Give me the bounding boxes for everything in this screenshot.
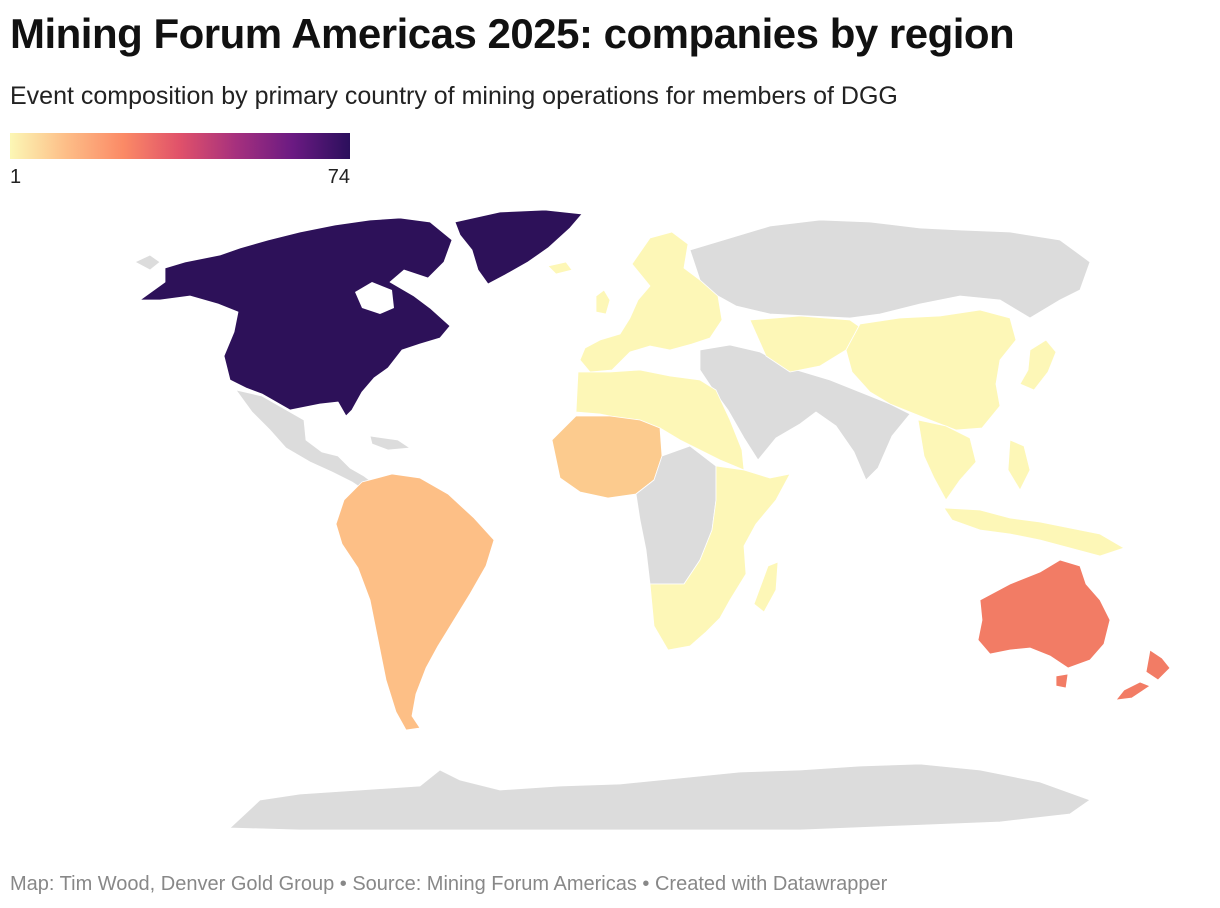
region-australia[interactable] bbox=[977, 559, 1111, 669]
region-china[interactable] bbox=[845, 309, 1017, 431]
color-legend: 1 74 bbox=[10, 133, 350, 190]
region-middle-east[interactable] bbox=[699, 344, 911, 481]
region-indonesia[interactable] bbox=[943, 507, 1125, 557]
region-south-america[interactable] bbox=[335, 473, 495, 731]
region-uk[interactable] bbox=[595, 289, 611, 315]
region-philippines[interactable] bbox=[1007, 439, 1031, 491]
legend-gradient-bar bbox=[10, 133, 350, 159]
region-russia[interactable] bbox=[689, 219, 1091, 319]
region-east-africa[interactable] bbox=[649, 465, 791, 651]
region-alaska-islands bbox=[134, 254, 161, 271]
region-iceland[interactable] bbox=[547, 261, 573, 275]
region-west-africa[interactable] bbox=[551, 415, 663, 499]
region-caribbean[interactable] bbox=[369, 435, 411, 451]
map-footer: Map: Tim Wood, Denver Gold Group • Sourc… bbox=[10, 873, 888, 895]
region-madagascar[interactable] bbox=[753, 561, 779, 613]
map-title: Mining Forum Americas 2025: companies by… bbox=[10, 10, 1015, 57]
world-map bbox=[134, 209, 1171, 831]
legend-max-label: 74 bbox=[327, 166, 350, 188]
region-tasmania[interactable] bbox=[1055, 673, 1069, 689]
map-subtitle: Event composition by primary country of … bbox=[10, 82, 898, 110]
region-europe[interactable] bbox=[579, 231, 723, 373]
region-japan[interactable] bbox=[1019, 339, 1057, 391]
legend-min-label: 1 bbox=[10, 166, 22, 188]
region-new-zealand[interactable] bbox=[1115, 649, 1171, 701]
region-north-america[interactable] bbox=[139, 217, 453, 417]
region-southeast-asia[interactable] bbox=[917, 419, 977, 501]
region-antarctica bbox=[229, 763, 1091, 831]
region-greenland[interactable] bbox=[454, 209, 583, 285]
